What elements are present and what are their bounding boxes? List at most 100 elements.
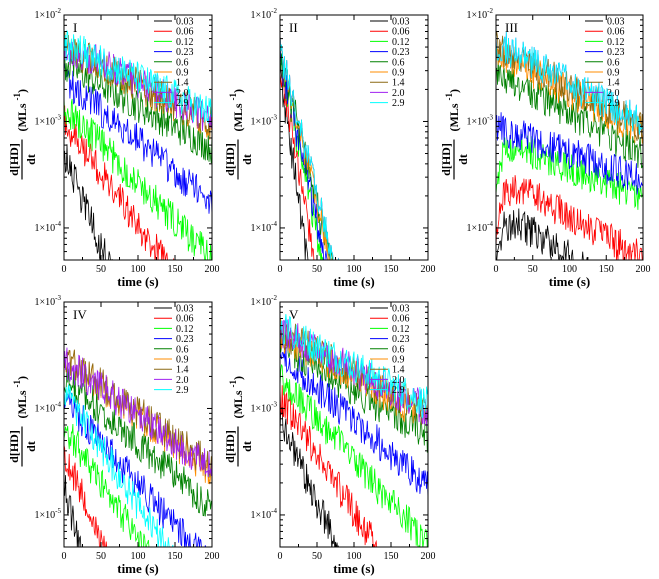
x-tick-label: 200 <box>205 551 220 562</box>
series-0.6 <box>496 57 643 170</box>
x-tick-label: 50 <box>528 264 538 275</box>
x-tick-label: 50 <box>96 264 106 275</box>
legend: 0.030.060.120.230.60.91.42.02.9 <box>585 17 625 109</box>
y-tick-label: 1×10-4 <box>35 220 62 234</box>
y-tick-label: 1×10-4 <box>251 507 278 521</box>
series-2.9 <box>280 34 340 260</box>
series-1.4 <box>280 34 340 260</box>
x-tick-label: 100 <box>131 264 146 275</box>
legend-label-0.06: 0.06 <box>176 314 194 325</box>
legend-label-2.0: 2.0 <box>392 375 405 386</box>
legend-label-2.0: 2.0 <box>176 375 189 386</box>
y-tick-label: 1×10-2 <box>251 7 278 21</box>
legend-label-0.03: 0.03 <box>392 17 410 28</box>
series-1.4 <box>64 31 212 137</box>
x-tick-label: 150 <box>168 264 183 275</box>
legend-label-0.9: 0.9 <box>607 68 620 79</box>
legend-label-0.6: 0.6 <box>392 57 405 68</box>
series-0.03 <box>64 144 113 260</box>
y-label-numerator: d[HD] <box>223 430 237 463</box>
series-0.12 <box>64 423 150 547</box>
y-tick-label: 1×10-5 <box>35 507 62 521</box>
y-axis-label: d[HD] dt (MLs -1) <box>439 89 470 180</box>
legend-label-1.4: 1.4 <box>607 78 620 89</box>
y-label-denominator: dt <box>456 154 470 165</box>
legend-label-1.4: 1.4 <box>176 365 189 376</box>
y-label-numerator: d[HD] <box>7 430 21 463</box>
y-label-denominator: dt <box>240 441 254 452</box>
legend-label-0.03: 0.03 <box>176 304 194 315</box>
series-0.23 <box>280 42 328 260</box>
panel-IV: 0 50 100 150 200 1×10-3 1×10-4 1×10-5 IV time (s)… <box>7 294 220 576</box>
y-tick-label: 1×10-2 <box>35 7 62 21</box>
legend-label-0.9: 0.9 <box>176 355 189 366</box>
plot-area <box>280 314 428 547</box>
legend-label-2.9: 2.9 <box>176 98 189 109</box>
series-0.06 <box>280 385 378 547</box>
y-tick-label: 1×10-3 <box>251 400 278 414</box>
series-0.06 <box>280 71 315 260</box>
series-0.12 <box>64 97 212 260</box>
y-tick-label: 1×10-4 <box>35 400 62 414</box>
x-tick-label: 0 <box>62 264 67 275</box>
x-axis-label: time (s) <box>333 561 375 576</box>
x-tick-label: 150 <box>599 264 614 275</box>
legend: 0.030.060.120.230.60.91.42.02.9 <box>370 17 410 109</box>
legend-label-0.12: 0.12 <box>176 324 194 335</box>
x-tick-label: 150 <box>384 264 399 275</box>
legend-label-0.9: 0.9 <box>392 68 405 79</box>
y-label-unit: (MLs -1) <box>444 89 461 132</box>
x-tick-label: 200 <box>205 264 220 275</box>
series-0.23 <box>64 389 207 547</box>
series-0.9 <box>280 34 332 260</box>
y-label-numerator: d[HD] <box>7 143 21 176</box>
x-axis-label: time (s) <box>549 274 591 289</box>
series-2.0 <box>280 318 428 427</box>
panel-label: IV <box>73 307 87 322</box>
x-tick-label: 200 <box>421 551 436 562</box>
y-tick-label: 1×10-3 <box>251 113 278 127</box>
panel-III: 0 50 100 150 200 1×10-2 1×10-3 1×10-4 III time (s… <box>439 7 651 289</box>
series-1.4 <box>496 31 643 142</box>
y-tick-label: 1×10-2 <box>467 7 494 21</box>
legend-label-0.6: 0.6 <box>392 344 405 355</box>
series-2.0 <box>64 347 212 477</box>
legend-label-2.0: 2.0 <box>176 88 189 99</box>
legend-label-0.06: 0.06 <box>392 27 410 38</box>
y-axis-label: d[HD] dt (MLs -1) <box>7 89 38 180</box>
x-tick-label: 100 <box>347 264 362 275</box>
series-0.23 <box>496 112 643 195</box>
y-label-denominator: dt <box>24 154 38 165</box>
y-label-unit: (MLs -1) <box>228 376 245 419</box>
panel-label: II <box>289 20 298 35</box>
y-tick-label: 1×10-3 <box>35 113 62 127</box>
y-tick-label: 1×10-2 <box>251 294 278 308</box>
legend-label-0.06: 0.06 <box>607 27 625 38</box>
legend-label-0.03: 0.03 <box>607 17 625 28</box>
plot-area <box>496 31 643 260</box>
y-label-unit: (MLs -1) <box>12 376 29 419</box>
series-0.06 <box>496 175 643 260</box>
plot-area <box>280 34 340 260</box>
legend: 0.030.060.120.230.60.91.42.02.9 <box>370 304 410 396</box>
panel-label: V <box>289 307 299 322</box>
x-tick-label: 50 <box>312 551 322 562</box>
series-0.12 <box>280 364 428 547</box>
x-tick-label: 0 <box>62 551 67 562</box>
legend-label-0.12: 0.12 <box>607 37 625 48</box>
x-axis-label: time (s) <box>117 274 159 289</box>
series-2.0 <box>280 34 340 260</box>
x-tick-label: 200 <box>636 264 651 275</box>
series-0.6 <box>64 367 212 517</box>
x-axis-label: time (s) <box>117 561 159 576</box>
series-0.06 <box>64 444 108 547</box>
x-tick-label: 100 <box>562 264 577 275</box>
series-2.9 <box>64 384 174 547</box>
legend-label-2.9: 2.9 <box>392 385 405 396</box>
y-axis-label: d[HD] dt (MLs -1) <box>7 376 38 467</box>
legend-label-0.9: 0.9 <box>392 355 405 366</box>
legend-label-0.12: 0.12 <box>392 37 410 48</box>
x-tick-label: 0 <box>278 551 283 562</box>
